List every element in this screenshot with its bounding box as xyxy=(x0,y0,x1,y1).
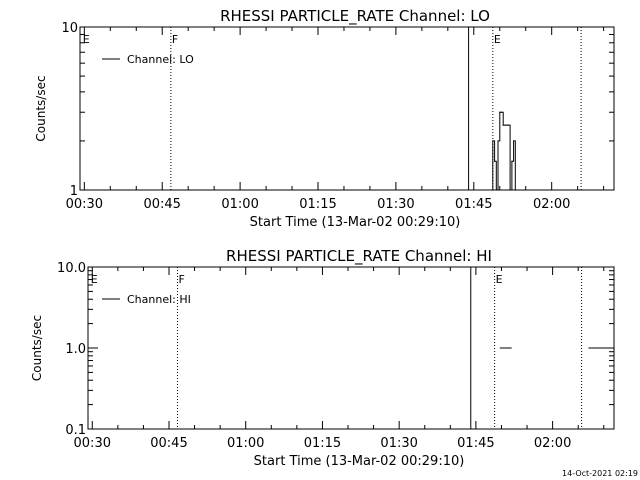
x-tick-label: 02:00 xyxy=(534,436,571,451)
event-marker-label: E xyxy=(494,33,501,46)
x-tick-label: 00:45 xyxy=(143,197,180,212)
y-axis-label: Counts/sec xyxy=(30,315,44,381)
data-point xyxy=(499,111,501,113)
x-tick-label: 01:30 xyxy=(377,197,414,212)
panel-hi: RHESSI PARTICLE_RATE Channel: HI Counts/s… xyxy=(30,247,615,469)
plot-frame xyxy=(79,26,615,191)
plot-frame xyxy=(87,266,615,430)
y-tick-label: 0.1 xyxy=(65,423,86,438)
y-tick-label: 10 xyxy=(61,21,78,36)
data-point xyxy=(497,140,499,142)
x-tick-label: 00:30 xyxy=(66,197,103,212)
event-marker-label: E xyxy=(91,273,98,286)
x-tick-label: 01:15 xyxy=(304,436,341,451)
panel-lo: RHESSI PARTICLE_RATE Channel: LO Counts/s… xyxy=(34,7,615,230)
x-tick-label: 01:00 xyxy=(227,436,264,451)
data-point xyxy=(506,124,508,126)
y-tick-label: 1.0 xyxy=(65,342,86,357)
data-point xyxy=(513,140,515,142)
x-tick-label: 01:15 xyxy=(299,197,336,212)
x-tick-label: 00:45 xyxy=(150,436,187,451)
x-tick-label: 01:30 xyxy=(380,436,417,451)
event-marker-label: F xyxy=(179,273,185,286)
data-point xyxy=(492,140,494,142)
legend-label: Channel: LO xyxy=(127,53,194,66)
data-point xyxy=(514,189,516,191)
event-marker-label: F xyxy=(172,33,178,46)
x-axis-label: Start Time (13-Mar-02 00:29:10) xyxy=(254,454,465,469)
y-tick-label: 10.0 xyxy=(57,261,86,276)
data-point xyxy=(500,111,503,113)
chart-title: RHESSI PARTICLE_RATE Channel: HI xyxy=(226,247,492,266)
data-point xyxy=(493,160,496,162)
y-axis-label: Counts/sec xyxy=(34,75,48,141)
data-point xyxy=(495,189,497,191)
x-axis-label: Start Time (13-Mar-02 00:29:10) xyxy=(250,215,461,230)
data-point xyxy=(511,160,513,162)
x-tick-label: 02:00 xyxy=(533,197,570,212)
series-line xyxy=(491,111,518,191)
x-tick-label: 01:00 xyxy=(221,197,258,212)
data-point xyxy=(490,189,492,191)
data-point xyxy=(507,124,510,126)
footer-timestamp: 14-Oct-2021 02:19 xyxy=(562,469,638,478)
event-marker-label: E xyxy=(496,273,503,286)
data-point xyxy=(502,124,504,126)
x-tick-label: 01:45 xyxy=(457,436,494,451)
x-tick-label: 01:45 xyxy=(455,197,492,212)
event-marker-label: E xyxy=(83,33,90,46)
data-point xyxy=(504,124,506,126)
chart-title: RHESSI PARTICLE_RATE Channel: LO xyxy=(220,7,490,26)
data-point xyxy=(509,189,511,191)
legend-label: Channel: HI xyxy=(127,293,191,306)
y-tick-label: 1 xyxy=(70,184,78,199)
x-tick-label: 00:30 xyxy=(74,436,111,451)
